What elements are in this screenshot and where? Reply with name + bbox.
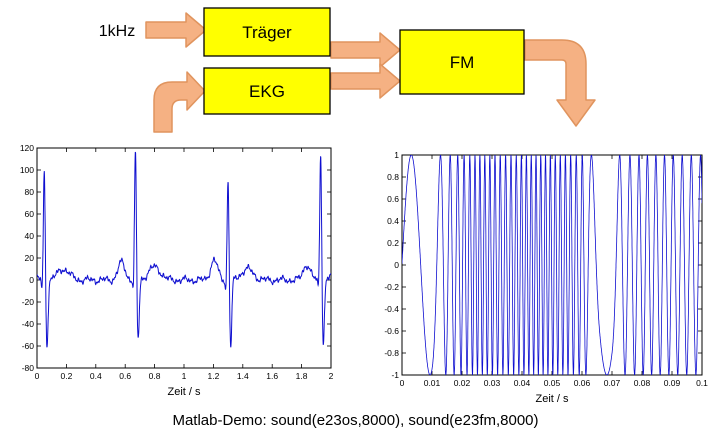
signal-trace bbox=[37, 151, 331, 348]
x-tick-label: 1.4 bbox=[237, 371, 249, 381]
x-tick-label: 0.8 bbox=[149, 371, 161, 381]
y-tick-label: 40 bbox=[25, 231, 35, 241]
y-tick-label: -60 bbox=[22, 341, 35, 351]
x-tick-label: 0 bbox=[35, 371, 40, 381]
x-tick-label: 0 bbox=[400, 378, 405, 388]
x-tick-label: 1 bbox=[182, 371, 187, 381]
y-tick-label: -0.6 bbox=[384, 326, 399, 336]
y-tick-label: 60 bbox=[25, 209, 35, 219]
y-tick-label: 20 bbox=[25, 253, 35, 263]
y-tick-label: 100 bbox=[20, 165, 34, 175]
signal-trace bbox=[402, 155, 702, 375]
y-tick-label: 0 bbox=[394, 260, 399, 270]
fm-label: FM bbox=[450, 53, 475, 72]
input-frequency-label: 1kHz bbox=[99, 23, 135, 40]
y-tick-label: 120 bbox=[20, 143, 34, 153]
x-tick-label: 0.6 bbox=[119, 371, 131, 381]
x-tick-label: 0.2 bbox=[60, 371, 72, 381]
traeger-label: Träger bbox=[242, 23, 292, 42]
ekg-to-fm-arrow bbox=[330, 63, 401, 99]
x-tick-label: 2 bbox=[329, 371, 334, 381]
x-tick-label: 1.2 bbox=[207, 371, 219, 381]
y-tick-label: 0 bbox=[29, 275, 34, 285]
y-tick-label: 0.2 bbox=[387, 238, 399, 248]
ekg-input-arrow bbox=[153, 71, 206, 133]
x-tick-label: 0.07 bbox=[604, 378, 621, 388]
ekg-label: EKG bbox=[249, 82, 285, 101]
x-tick-label: 0.06 bbox=[574, 378, 591, 388]
x-tick-label: 0.04 bbox=[514, 378, 531, 388]
y-tick-label: -1 bbox=[391, 370, 399, 380]
caption: Matlab-Demo: sound(e23os,8000), sound(e2… bbox=[172, 412, 539, 429]
plot-box bbox=[36, 147, 332, 369]
x-tick-label: 0.05 bbox=[544, 378, 561, 388]
y-tick-label: 0.4 bbox=[387, 216, 399, 226]
x-tick-label: 1.6 bbox=[266, 371, 278, 381]
ekg-chart: 0 0.2 0.4 0.6 0.8 1 1.2 1.4 1.6 1.8 2 -80 -60 -40 -20 0… bbox=[8, 142, 338, 405]
fm-plot: 0 0.01 0.02 0.03 0.04 0.05 0.06 0.07 0.08 0.09 0.1… bbox=[384, 150, 708, 405]
x-tick-label: 0.01 bbox=[424, 378, 441, 388]
input-arrow bbox=[145, 12, 207, 48]
x-tick-label: 0.4 bbox=[90, 371, 102, 381]
x-tick-label: 0.09 bbox=[664, 378, 681, 388]
x-tick-label: 1.8 bbox=[296, 371, 308, 381]
y-tick-label: 0.8 bbox=[387, 172, 399, 182]
x-tick-label: 0.03 bbox=[484, 378, 501, 388]
y-tick-label: -40 bbox=[22, 319, 35, 329]
block-diagram: 1kHz Träger EKG FM bbox=[99, 7, 596, 133]
x-tick-label: 0.02 bbox=[454, 378, 471, 388]
fm-box bbox=[399, 29, 525, 95]
y-tick-label: 1 bbox=[394, 150, 399, 160]
y-tick-label: -80 bbox=[22, 363, 35, 373]
fm-output-arrow bbox=[524, 39, 596, 127]
x-tick-label: 0.1 bbox=[696, 378, 708, 388]
y-tick-label: -0.4 bbox=[384, 304, 399, 314]
y-tick-label: -0.2 bbox=[384, 282, 399, 292]
ekg-plot: 0 0.2 0.4 0.6 0.8 1 1.2 1.4 1.6 1.8 2 -80 -60 -40 -20 0… bbox=[20, 143, 334, 398]
y-tick-label: 80 bbox=[25, 187, 35, 197]
traeger-to-fm-arrow bbox=[330, 32, 401, 68]
y-tick-label: -0.8 bbox=[384, 348, 399, 358]
x-axis-label: Zeit / s bbox=[535, 393, 569, 405]
y-tick-label: -20 bbox=[22, 297, 35, 307]
x-axis-label: Zeit / s bbox=[167, 386, 201, 398]
x-tick-label: 0.08 bbox=[634, 378, 651, 388]
ekg-box bbox=[203, 67, 331, 115]
fm-chart: 0 0.01 0.02 0.03 0.04 0.05 0.06 0.07 0.08 0.09 0.1… bbox=[371, 149, 708, 412]
y-tick-label: 0.6 bbox=[387, 194, 399, 204]
traeger-box bbox=[203, 7, 331, 57]
